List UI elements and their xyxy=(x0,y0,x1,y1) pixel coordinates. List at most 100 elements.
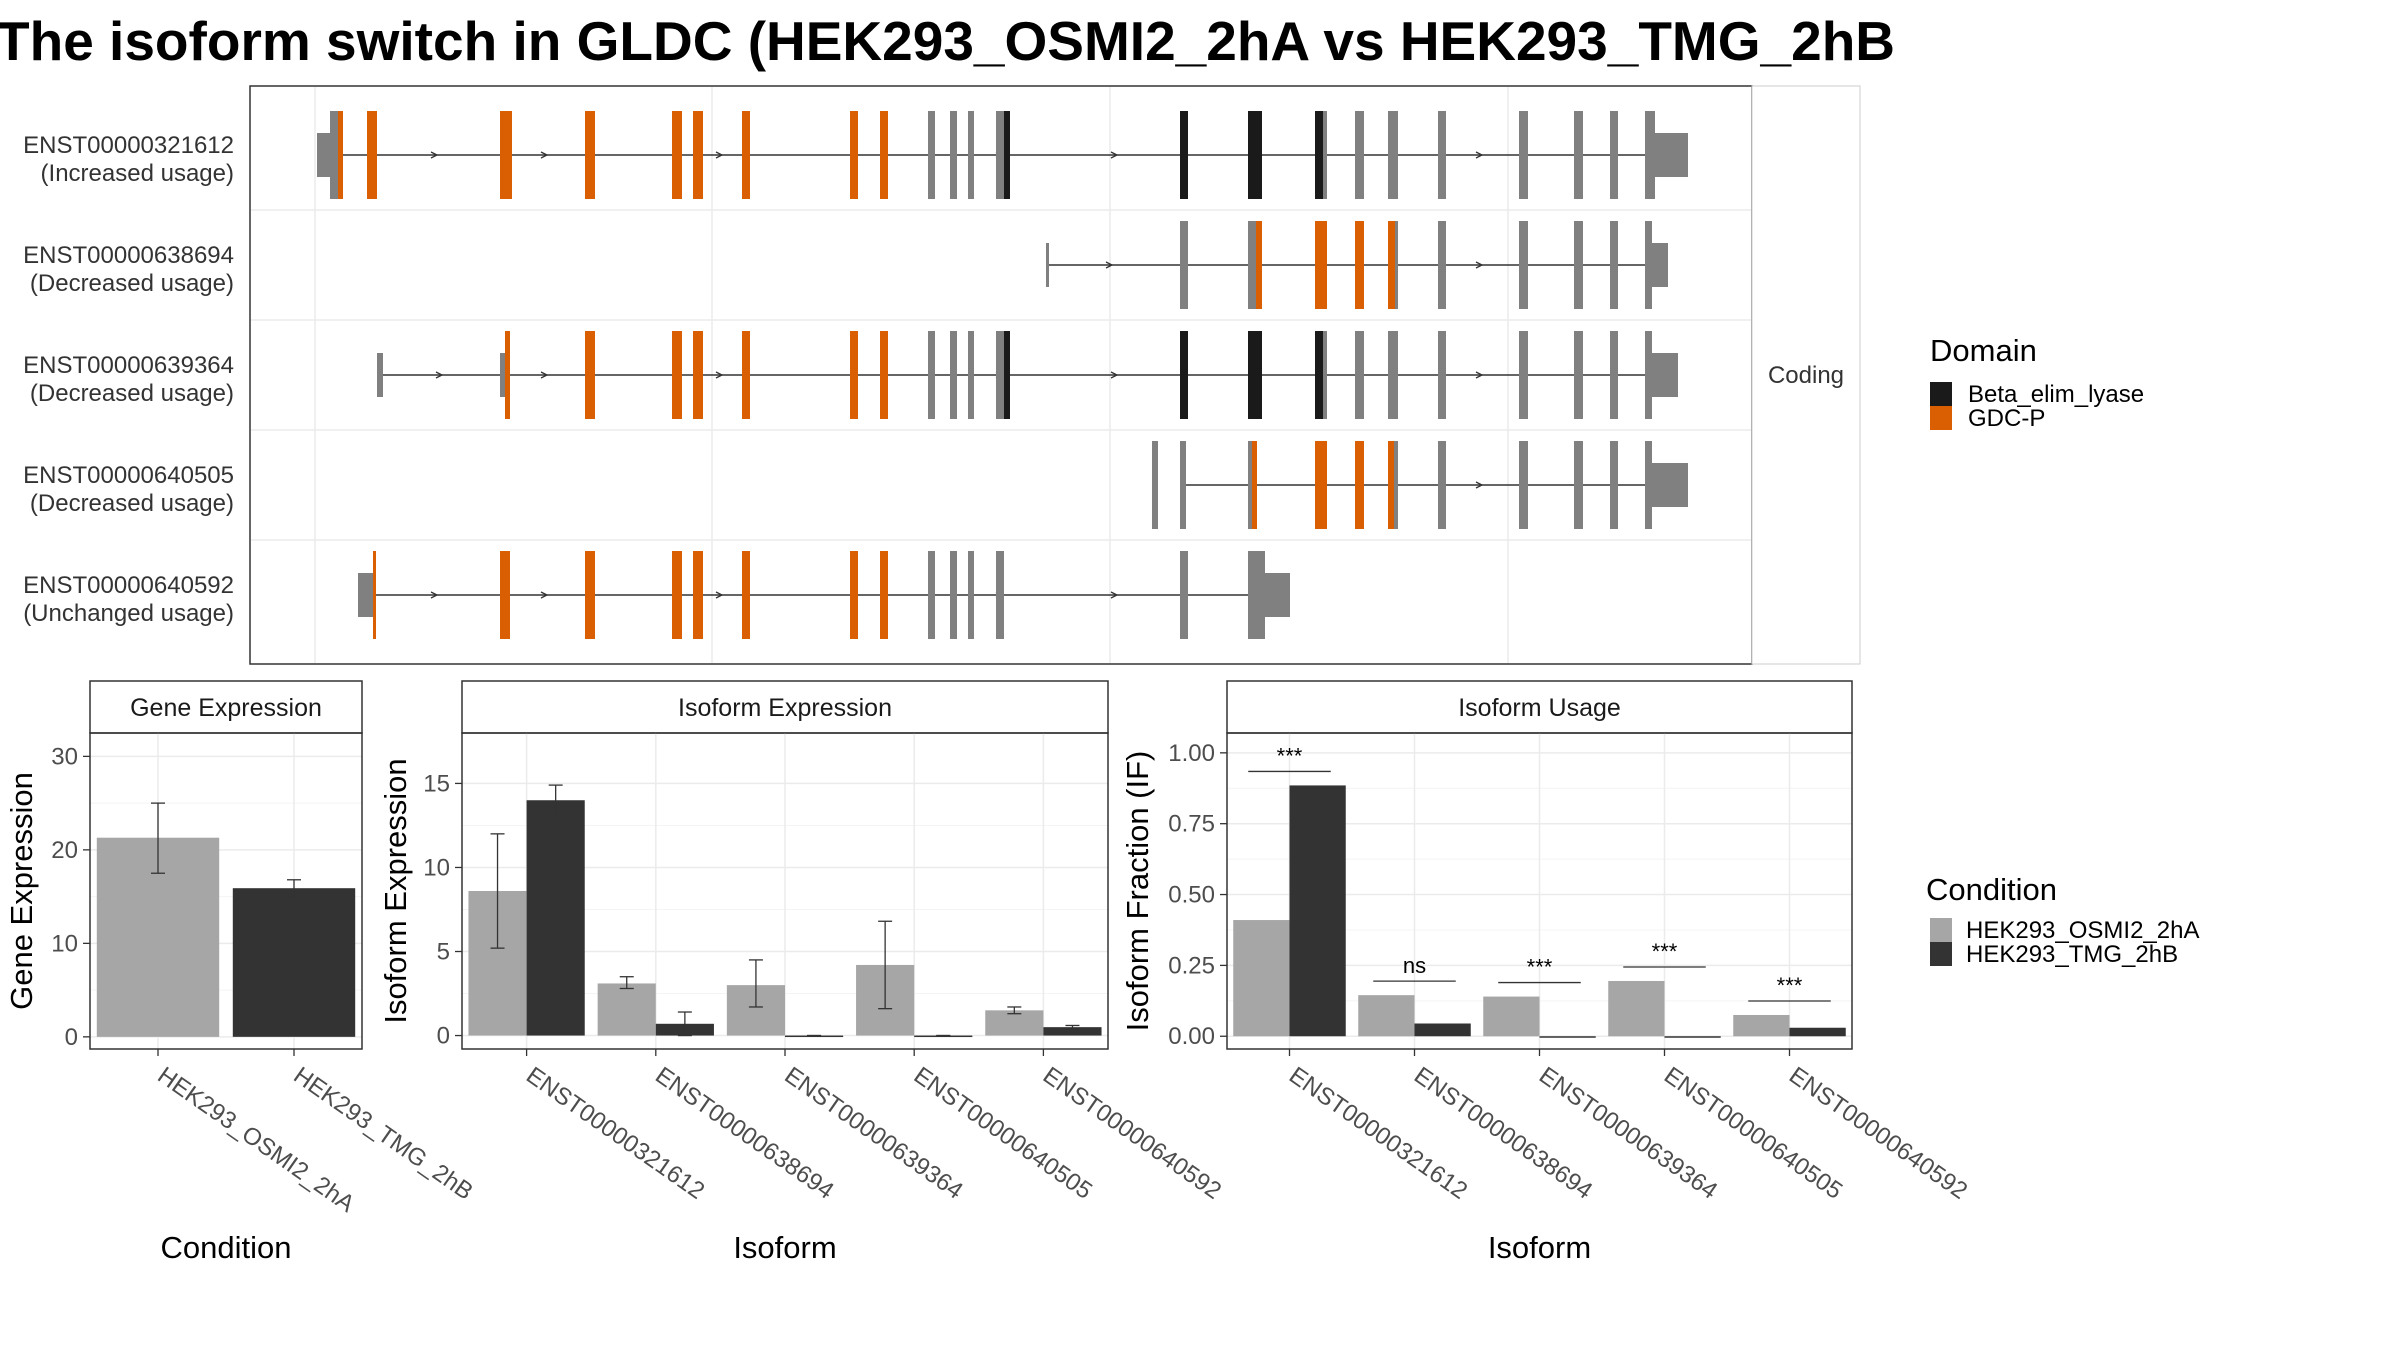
significance-label: *** xyxy=(1652,939,1678,964)
error-bar xyxy=(287,879,301,898)
exon-block xyxy=(1645,221,1652,309)
strand-arrow xyxy=(1110,151,1119,159)
bar xyxy=(232,888,356,1037)
exon-block xyxy=(1248,441,1252,529)
panel-border xyxy=(89,732,363,1050)
x-axis-title: Condition xyxy=(161,1230,292,1265)
gdc-p-domain-block xyxy=(742,111,750,199)
exon-block xyxy=(1248,221,1256,309)
exon-block xyxy=(1388,331,1398,419)
gdc-p-domain-block xyxy=(1388,221,1395,309)
bar xyxy=(1043,1027,1102,1036)
beta-elim-lyase-domain-block xyxy=(1315,331,1323,419)
panel-title: Isoform Expression xyxy=(678,694,892,722)
gdc-p-domain-block xyxy=(693,331,703,419)
strand-arrow xyxy=(430,591,439,599)
error-bar xyxy=(490,833,505,949)
exon-block xyxy=(968,331,974,419)
gdc-p-domain-block xyxy=(850,111,858,199)
legend-label-gdc-p: GDC-P xyxy=(1968,405,2045,432)
y-tick-label: 0.00 xyxy=(1168,1023,1215,1050)
bar xyxy=(1539,1036,1596,1038)
facet-label-coding: Coding xyxy=(1768,362,1844,389)
y-axis-title: Isoform Expression xyxy=(378,758,413,1023)
exon-block xyxy=(1438,221,1446,309)
bar xyxy=(1233,920,1290,1037)
bar xyxy=(1608,980,1665,1037)
gdc-p-domain-block xyxy=(500,551,510,639)
facet-strip xyxy=(1751,85,1861,665)
y-tick-label: 0 xyxy=(437,1023,450,1050)
panel-title: Isoform Usage xyxy=(1458,694,1621,722)
error-bar xyxy=(748,959,763,1008)
exon-block xyxy=(1152,441,1158,529)
exon-block xyxy=(950,111,957,199)
isoform-expression-panel: Isoform Expression051015ENST00000321612E… xyxy=(378,680,1226,1265)
beta-elim-lyase-domain-block xyxy=(1315,111,1323,199)
exon-block xyxy=(1355,331,1364,419)
y-tick-label: 10 xyxy=(423,854,450,881)
gdc-p-domain-block xyxy=(693,551,703,639)
strand-arrow xyxy=(1475,371,1484,379)
gdc-p-domain-block xyxy=(500,111,512,199)
exon-block xyxy=(928,331,935,419)
strand-arrow xyxy=(435,371,444,379)
exon-block xyxy=(1519,221,1528,309)
strand-arrow xyxy=(1110,371,1119,379)
gdc-p-domain-block xyxy=(1315,221,1327,309)
structure-gridlines xyxy=(251,87,1751,663)
gdc-p-domain-block xyxy=(742,331,750,419)
isoform-row-id: ENST00000640592 xyxy=(23,572,234,599)
utr-block xyxy=(500,353,505,397)
gdc-p-domain-block xyxy=(672,331,682,419)
y-tick-label: 5 xyxy=(437,939,450,966)
panel-border xyxy=(1226,732,1853,1050)
gdc-p-domain-block xyxy=(672,111,682,199)
x-axis-title: Isoform xyxy=(733,1230,836,1265)
exon-block xyxy=(1438,441,1446,529)
gdc-p-domain-block xyxy=(1388,441,1394,529)
y-axis-title: Isoform Fraction (IF) xyxy=(1120,751,1155,1032)
x-axis-title: Isoform xyxy=(1488,1230,1591,1265)
gdc-p-domain-block xyxy=(585,331,595,419)
utr-block xyxy=(1265,573,1290,617)
legend-label-osmi2: HEK293_OSMI2_2hA xyxy=(1966,917,2199,944)
gdc-p-domain-block xyxy=(367,111,377,199)
domain-legend-title: Domain xyxy=(1930,333,2037,368)
y-tick-label: 0.75 xyxy=(1168,811,1215,838)
error-bar xyxy=(619,976,634,990)
exon-block xyxy=(1574,331,1583,419)
panel-strip xyxy=(89,680,363,734)
strand-arrow xyxy=(715,371,724,379)
y-tick-label: 20 xyxy=(51,837,78,864)
panel-border xyxy=(461,732,1109,1050)
bar xyxy=(1664,1036,1721,1038)
legend-key-tmg xyxy=(1930,942,1952,966)
exon-block xyxy=(996,331,1004,419)
error-bar xyxy=(548,784,563,817)
panel-strip xyxy=(1226,680,1853,734)
exon-block xyxy=(1388,111,1398,199)
utr-block xyxy=(1652,353,1678,397)
legend-label-beta-elim-lyase: Beta_elim_lyase xyxy=(1968,381,2144,408)
exon-block xyxy=(1438,331,1446,419)
strand-arrow xyxy=(540,371,549,379)
exon-block xyxy=(1180,221,1188,309)
strand-arrow xyxy=(1475,151,1484,159)
isoform-track xyxy=(1152,441,1688,529)
gdc-p-domain-block xyxy=(373,551,376,639)
bar xyxy=(1289,785,1346,1037)
exon-block xyxy=(968,551,974,639)
exon-block xyxy=(1519,111,1528,199)
gdc-p-domain-block xyxy=(505,331,510,419)
exon-block xyxy=(1248,551,1265,639)
exon-block xyxy=(1395,221,1398,309)
y-axis-title: Gene Expression xyxy=(4,772,39,1010)
exon-block xyxy=(1610,331,1618,419)
gdc-p-domain-block xyxy=(672,551,682,639)
exon-block xyxy=(377,353,383,397)
gdc-p-domain-block xyxy=(1252,441,1257,529)
exon-block xyxy=(1610,221,1618,309)
y-tick-label: 0.50 xyxy=(1168,882,1215,909)
exon-block xyxy=(996,111,1004,199)
